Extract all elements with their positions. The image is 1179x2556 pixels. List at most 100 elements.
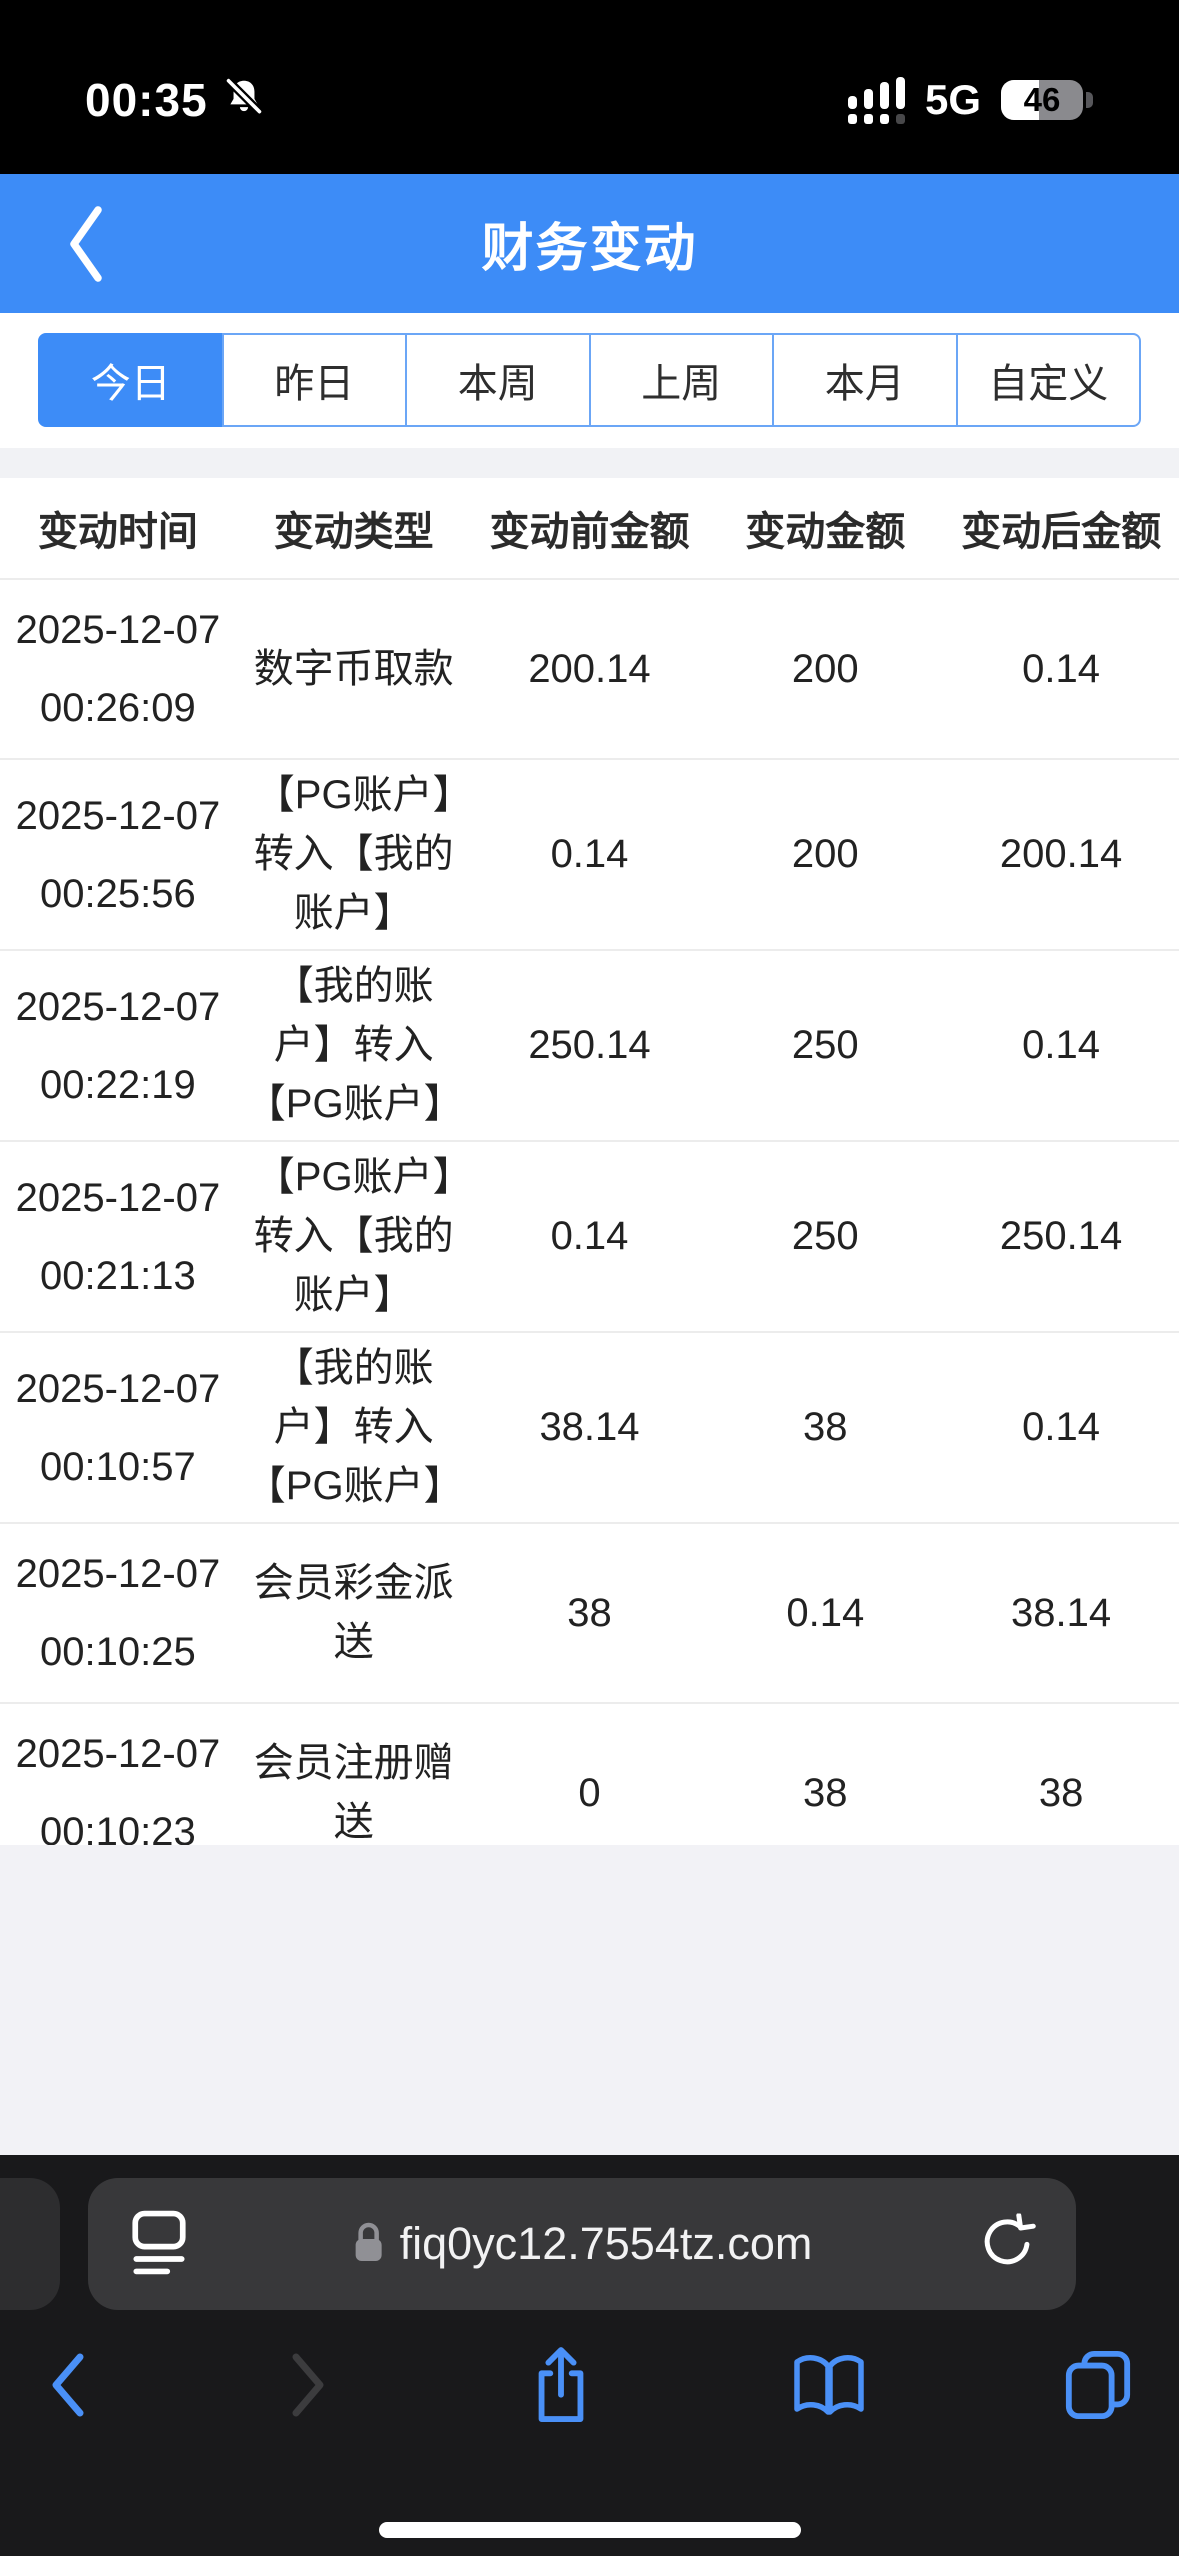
cell-amount-before: 200.14 [528,646,651,691]
status-left: 00:35 [85,73,264,127]
cell-amount-after: 38.14 [1011,1590,1112,1635]
cell-change-type: 数字币取款 [253,646,454,691]
table-row: 2025-12-07 00:10:57 【我的账户】转入【PG账户】 38.14 38 0… [0,1333,1179,1524]
cell-change-amount: 200 [791,832,859,876]
cell-change-amount: 250 [791,1214,859,1258]
column-header: 变动类型 [273,510,434,554]
table-row: 2025-12-07 00:25:56 【PG账户】转入【我的账户】 0.14 200 2… [0,760,1179,951]
table-row: 2025-12-07 00:26:09 数字币取款 200.14 200 0.14 [0,580,1179,760]
change-date: 2025-12-07 [15,1366,221,1411]
cell-change-amount: 38 [803,1770,848,1815]
tab-today[interactable]: 今日 [38,333,224,427]
tab-this-week[interactable]: 本周 [405,333,591,427]
cell-change-time: 2025-12-07 00:10:57 [0,1350,236,1506]
change-clock-time: 00:10:25 [40,1630,196,1674]
cell-change-type: 【PG账户】转入【我的账户】 [253,1155,454,1317]
page-background-gray [0,1845,1179,2155]
cell-change-type: 【我的账户】转入【PG账户】 [245,1346,464,1508]
cell-amount-after: 250.14 [999,1214,1123,1258]
cell-amount-after: 0.14 [1022,646,1101,691]
change-date: 2025-12-07 [15,608,221,652]
share-icon[interactable] [526,2344,596,2426]
cell-amount-after: 38 [1038,1770,1084,1815]
page-settings-icon[interactable] [132,2210,186,2278]
battery-nub [1086,92,1093,108]
tab-this-month[interactable]: 本月 [772,333,958,427]
table-row: 2025-12-07 00:22:19 【我的账户】转入【PG账户】 250.14 25… [0,951,1179,1142]
change-date: 2025-12-07 [15,793,221,838]
safari-bottom-bar: fiq0yc12.7554tz.com [0,2155,1179,2556]
column-header: 变动前金额 [489,510,690,554]
adjacent-tab-peek[interactable] [0,2178,60,2310]
table-row: 2025-12-07 00:10:23 会员注册赠送 0 38 38 [0,1704,1179,1845]
reload-icon[interactable] [978,2212,1036,2275]
battery-icon: 46 [1001,80,1093,120]
change-date: 2025-12-07 [15,1175,221,1220]
table-row: 2025-12-07 00:21:13 【PG账户】转入【我的账户】 0.14 250 2… [0,1142,1179,1333]
cell-amount-before: 250.14 [528,1023,651,1067]
table-top-strip [0,448,1179,478]
status-bar: 00:35 5G 46 [0,0,1179,174]
cell-amount-before: 38.14 [539,1405,640,1449]
change-date: 2025-12-07 [15,1552,221,1596]
cell-change-time: 2025-12-07 00:25:56 [0,777,236,933]
date-range-tabs: 今日 昨日 本周 上周 本月 自定义 [38,333,1141,427]
change-clock-time: 00:10:57 [40,1444,196,1489]
change-date: 2025-12-07 [15,984,221,1029]
nav-header: 财务变动 [0,174,1179,313]
page-title: 财务变动 [481,220,698,278]
lock-icon [352,2220,386,2269]
tab-last-week[interactable]: 上周 [588,333,774,427]
cell-change-type: 会员注册赠送 [253,1741,454,1844]
column-header: 变动金额 [745,510,906,554]
tab-yesterday[interactable]: 昨日 [221,333,407,427]
network-type: 5G [924,76,981,123]
address-bar[interactable]: fiq0yc12.7554tz.com [88,2178,1076,2310]
change-clock-time: 00:10:23 [40,1810,196,1845]
change-clock-time: 00:25:56 [40,871,196,916]
cell-change-amount: 38 [803,1405,848,1449]
table-row: 2025-12-07 00:10:25 会员彩金派送 38 0.14 38.14 [0,1524,1179,1704]
status-right: 5G 46 [847,76,1093,124]
cell-amount-before: 0.14 [550,832,629,876]
cell-change-time: 2025-12-07 00:10:23 [0,1715,236,1845]
bookmarks-icon[interactable] [791,2352,867,2418]
cell-change-type: 【PG账户】转入【我的账户】 [253,773,454,935]
cellular-signal-icon [847,76,905,124]
battery-fill [1001,80,1039,120]
page-content: 今日 昨日 本周 上周 本月 自定义 变动时间 变动类型 变动前金额 变动金额 变动后金额 202… [0,313,1179,1845]
cell-change-time: 2025-12-07 00:22:19 [0,968,236,1124]
cell-amount-before: 38 [567,1590,612,1635]
cell-change-amount: 250 [791,1023,859,1067]
browser-back-button[interactable] [46,2352,90,2418]
battery-percent: 46 [1023,81,1061,118]
cell-change-amount: 0.14 [786,1590,865,1635]
bell-slash-icon [223,75,264,123]
url-display: fiq0yc12.7554tz.com [352,2218,813,2270]
browser-forward-button[interactable] [286,2352,330,2418]
cell-amount-after: 0.14 [1022,1405,1101,1449]
home-indicator[interactable] [378,2522,801,2538]
table-body: 2025-12-07 00:26:09 数字币取款 200.14 200 0.14 2025… [0,580,1179,1845]
cell-change-time: 2025-12-07 00:21:13 [0,1159,236,1315]
tabs-icon[interactable] [1063,2349,1133,2421]
cell-amount-after: 200.14 [999,832,1123,876]
url-text: fiq0yc12.7554tz.com [399,2218,813,2269]
clock: 00:35 [85,74,208,126]
cell-amount-before: 0.14 [550,1214,629,1258]
change-clock-time: 00:21:13 [40,1253,196,1298]
cell-amount-after: 0.14 [1022,1023,1101,1067]
cell-change-amount: 200 [791,646,859,691]
change-clock-time: 00:26:09 [40,686,196,730]
back-chevron-button[interactable] [64,202,108,286]
cell-amount-before: 0 [578,1770,601,1815]
tab-custom[interactable]: 自定义 [955,333,1141,427]
change-date: 2025-12-07 [15,1732,221,1776]
change-clock-time: 00:22:19 [40,1062,196,1107]
cell-change-time: 2025-12-07 00:10:25 [0,1535,236,1691]
cell-change-type: 会员彩金派送 [253,1561,454,1664]
cell-change-time: 2025-12-07 00:26:09 [0,591,236,747]
column-header: 变动后金额 [961,510,1162,554]
cell-change-type: 【我的账户】转入【PG账户】 [245,964,464,1126]
